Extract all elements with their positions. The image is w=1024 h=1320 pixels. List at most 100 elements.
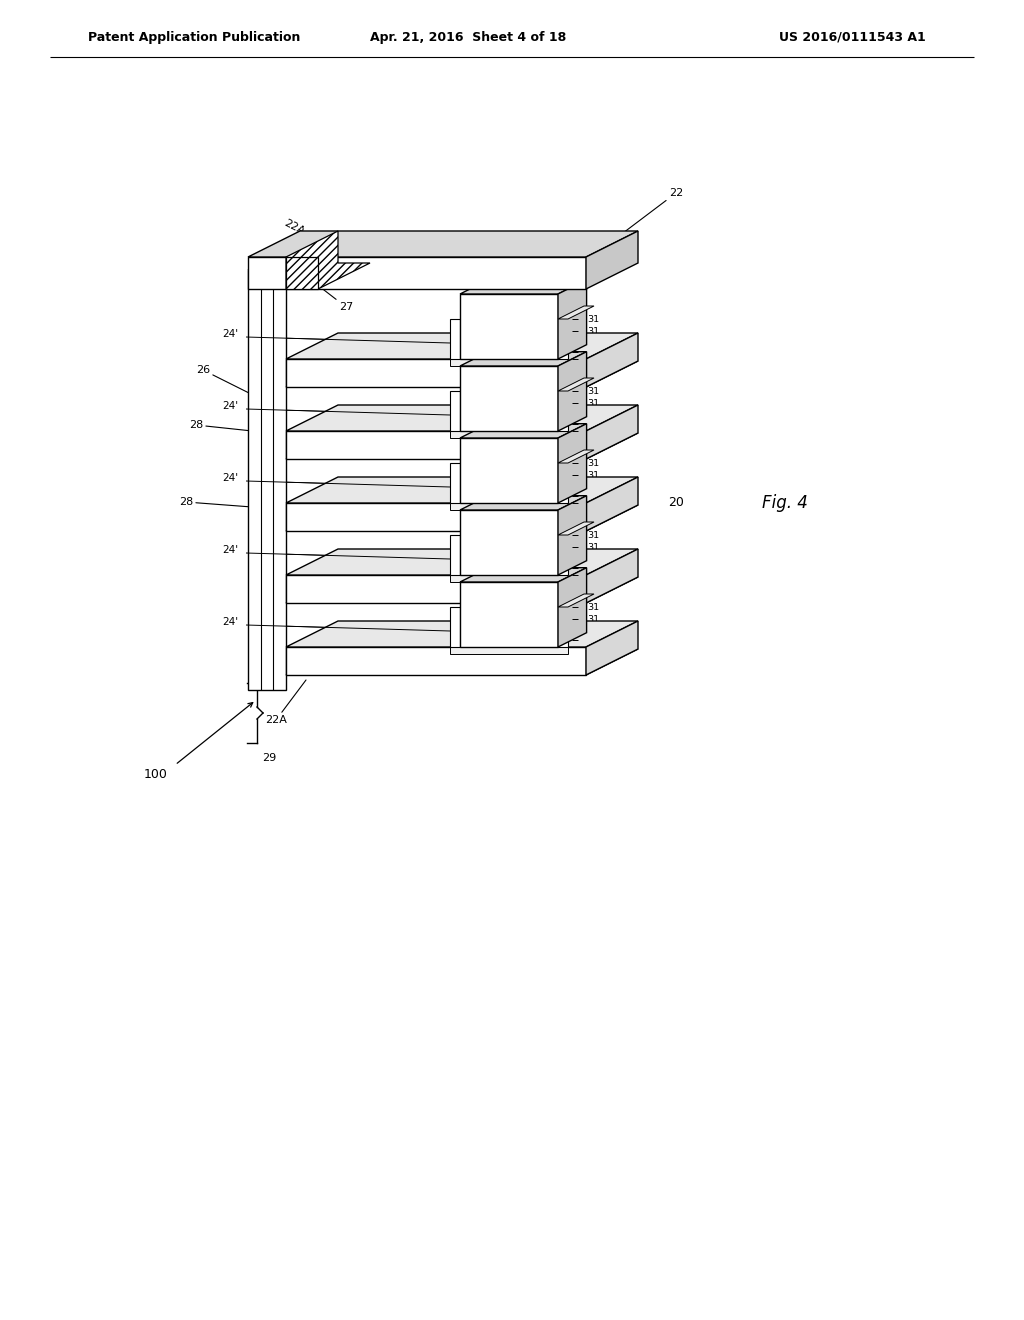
Polygon shape bbox=[460, 351, 587, 366]
Text: 22: 22 bbox=[617, 187, 683, 238]
Polygon shape bbox=[286, 477, 638, 503]
Polygon shape bbox=[286, 647, 586, 675]
Text: Fig. 4: Fig. 4 bbox=[762, 494, 808, 512]
Polygon shape bbox=[586, 231, 638, 289]
Polygon shape bbox=[558, 319, 568, 359]
Polygon shape bbox=[460, 280, 587, 294]
Text: 31: 31 bbox=[587, 602, 599, 611]
Polygon shape bbox=[286, 231, 370, 289]
Polygon shape bbox=[460, 366, 558, 432]
Polygon shape bbox=[286, 649, 638, 675]
Text: 31: 31 bbox=[587, 543, 599, 552]
Polygon shape bbox=[450, 647, 568, 653]
Polygon shape bbox=[286, 333, 638, 359]
Polygon shape bbox=[286, 620, 638, 647]
Text: 28: 28 bbox=[188, 420, 384, 445]
Text: 22: 22 bbox=[587, 570, 599, 579]
Polygon shape bbox=[460, 294, 558, 359]
Text: 31: 31 bbox=[587, 458, 599, 467]
Polygon shape bbox=[586, 333, 638, 387]
Polygon shape bbox=[286, 257, 318, 289]
Text: 22: 22 bbox=[587, 499, 599, 507]
Polygon shape bbox=[558, 378, 594, 391]
Text: 29: 29 bbox=[262, 752, 276, 763]
Text: 22A: 22A bbox=[282, 218, 306, 236]
Polygon shape bbox=[286, 433, 638, 459]
Polygon shape bbox=[558, 568, 587, 647]
Polygon shape bbox=[286, 577, 638, 603]
Polygon shape bbox=[558, 424, 587, 503]
Polygon shape bbox=[460, 582, 558, 647]
Polygon shape bbox=[248, 271, 286, 690]
Text: Apr. 21, 2016  Sheet 4 of 18: Apr. 21, 2016 Sheet 4 of 18 bbox=[370, 30, 566, 44]
Text: 20: 20 bbox=[668, 496, 684, 510]
Polygon shape bbox=[586, 405, 638, 459]
Polygon shape bbox=[558, 391, 568, 432]
Polygon shape bbox=[460, 424, 587, 438]
Polygon shape bbox=[558, 450, 594, 463]
Polygon shape bbox=[450, 359, 568, 366]
Polygon shape bbox=[558, 463, 568, 503]
Text: 24: 24 bbox=[587, 635, 599, 644]
Polygon shape bbox=[450, 503, 568, 510]
Polygon shape bbox=[450, 319, 460, 359]
Text: 31: 31 bbox=[587, 314, 599, 323]
Text: 24A: 24A bbox=[499, 462, 519, 473]
Text: 27: 27 bbox=[302, 273, 353, 312]
Polygon shape bbox=[286, 503, 586, 531]
Polygon shape bbox=[558, 535, 568, 576]
Text: 24: 24 bbox=[587, 347, 599, 356]
Polygon shape bbox=[558, 496, 587, 576]
Polygon shape bbox=[460, 510, 558, 576]
Polygon shape bbox=[248, 244, 338, 271]
Polygon shape bbox=[586, 549, 638, 603]
Text: 28: 28 bbox=[179, 498, 384, 517]
Polygon shape bbox=[558, 607, 568, 647]
Polygon shape bbox=[450, 576, 568, 582]
Text: US 2016/0111543 A1: US 2016/0111543 A1 bbox=[778, 30, 926, 44]
Text: 24': 24' bbox=[222, 401, 238, 411]
Text: 24: 24 bbox=[587, 564, 599, 573]
Text: 24A: 24A bbox=[499, 318, 519, 329]
Text: 31: 31 bbox=[587, 326, 599, 335]
Text: 24': 24' bbox=[222, 616, 238, 627]
Text: 24A: 24A bbox=[499, 535, 519, 544]
Polygon shape bbox=[248, 257, 586, 289]
Polygon shape bbox=[558, 280, 587, 359]
Text: 31: 31 bbox=[587, 470, 599, 479]
Text: 24A: 24A bbox=[499, 391, 519, 400]
Text: 22: 22 bbox=[587, 643, 599, 652]
Polygon shape bbox=[460, 496, 587, 510]
Text: 24': 24' bbox=[222, 473, 238, 483]
Polygon shape bbox=[586, 620, 638, 675]
Polygon shape bbox=[286, 405, 638, 432]
Polygon shape bbox=[586, 477, 638, 531]
Polygon shape bbox=[286, 506, 638, 531]
Polygon shape bbox=[558, 306, 594, 319]
Polygon shape bbox=[558, 594, 594, 607]
Polygon shape bbox=[558, 351, 587, 432]
Text: 24: 24 bbox=[587, 420, 599, 429]
Text: 31: 31 bbox=[587, 387, 599, 396]
Text: 22: 22 bbox=[587, 426, 599, 436]
Text: 100: 100 bbox=[144, 768, 168, 781]
Text: 24': 24' bbox=[222, 545, 238, 554]
Polygon shape bbox=[286, 549, 638, 576]
Polygon shape bbox=[248, 231, 638, 257]
Text: 31: 31 bbox=[587, 531, 599, 540]
Text: 31: 31 bbox=[587, 615, 599, 623]
Polygon shape bbox=[286, 360, 638, 387]
Polygon shape bbox=[450, 463, 460, 503]
Text: 24A: 24A bbox=[499, 606, 519, 616]
Polygon shape bbox=[450, 391, 460, 432]
Polygon shape bbox=[450, 535, 460, 576]
Text: 22A: 22A bbox=[265, 680, 306, 725]
Text: 24': 24' bbox=[222, 329, 238, 339]
Text: 31: 31 bbox=[587, 399, 599, 408]
Polygon shape bbox=[450, 607, 460, 647]
Text: 26: 26 bbox=[196, 366, 253, 395]
Polygon shape bbox=[460, 438, 558, 503]
Polygon shape bbox=[286, 576, 586, 603]
Polygon shape bbox=[460, 568, 587, 582]
Polygon shape bbox=[286, 432, 586, 459]
